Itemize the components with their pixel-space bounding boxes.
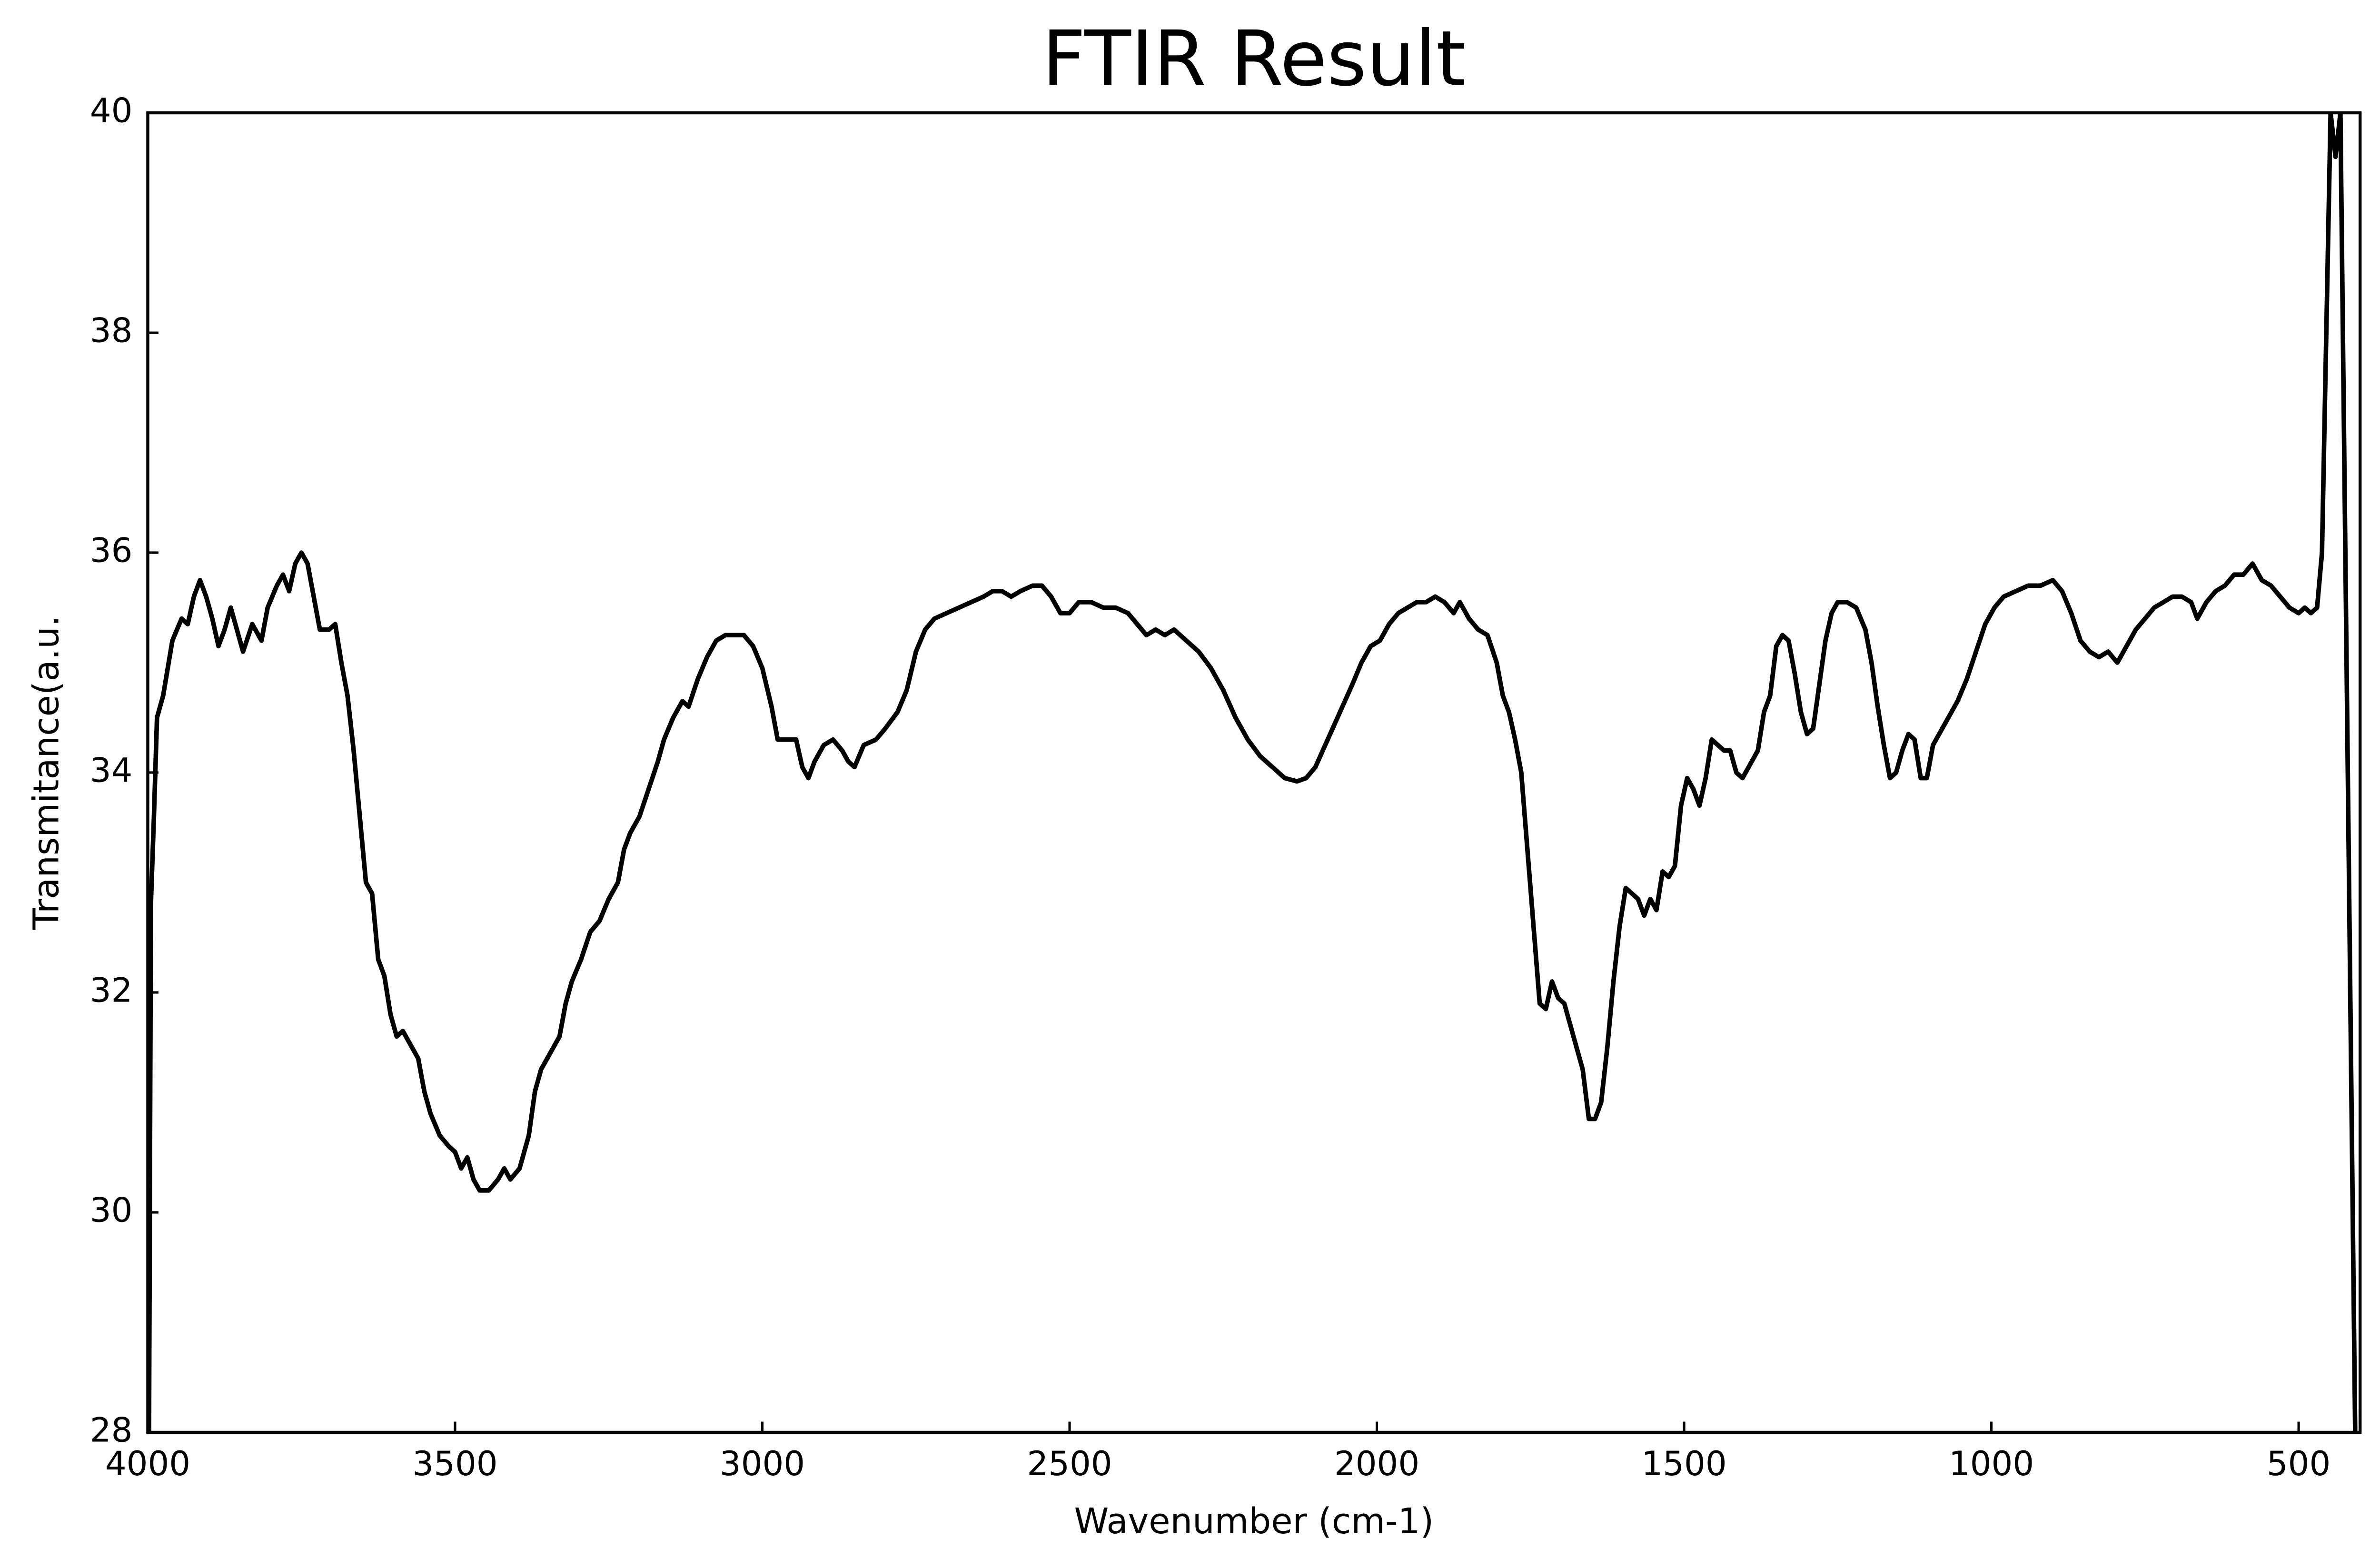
x-tick-label: 1000 xyxy=(1949,1444,2034,1483)
x-tick-label: 1500 xyxy=(1641,1444,1726,1483)
x-tick-label: 500 xyxy=(2267,1444,2330,1483)
y-tick-label: 28 xyxy=(90,1410,133,1449)
plot-area xyxy=(148,113,2358,1432)
spectrum-line xyxy=(148,113,2358,1432)
x-tick-label: 3500 xyxy=(412,1444,497,1483)
y-tick-label: 36 xyxy=(90,531,133,570)
y-tick-label: 34 xyxy=(90,751,133,790)
y-tick-label: 32 xyxy=(90,971,133,1010)
y-tick-label: 40 xyxy=(90,91,133,130)
y-tick-label: 30 xyxy=(90,1191,133,1230)
x-tick-label: 2000 xyxy=(1334,1444,1419,1483)
x-tick-label: 4000 xyxy=(105,1444,190,1483)
chart-title: FTIR Result xyxy=(1042,14,1466,103)
y-tick-label: 38 xyxy=(90,311,133,350)
y-axis-label: Transmitance(a.u. xyxy=(26,615,67,930)
x-axis-label: Wavenumber (cm-1) xyxy=(1074,1501,1434,1542)
x-tick-label: 3000 xyxy=(720,1444,805,1483)
x-tick-label: 2500 xyxy=(1027,1444,1112,1483)
